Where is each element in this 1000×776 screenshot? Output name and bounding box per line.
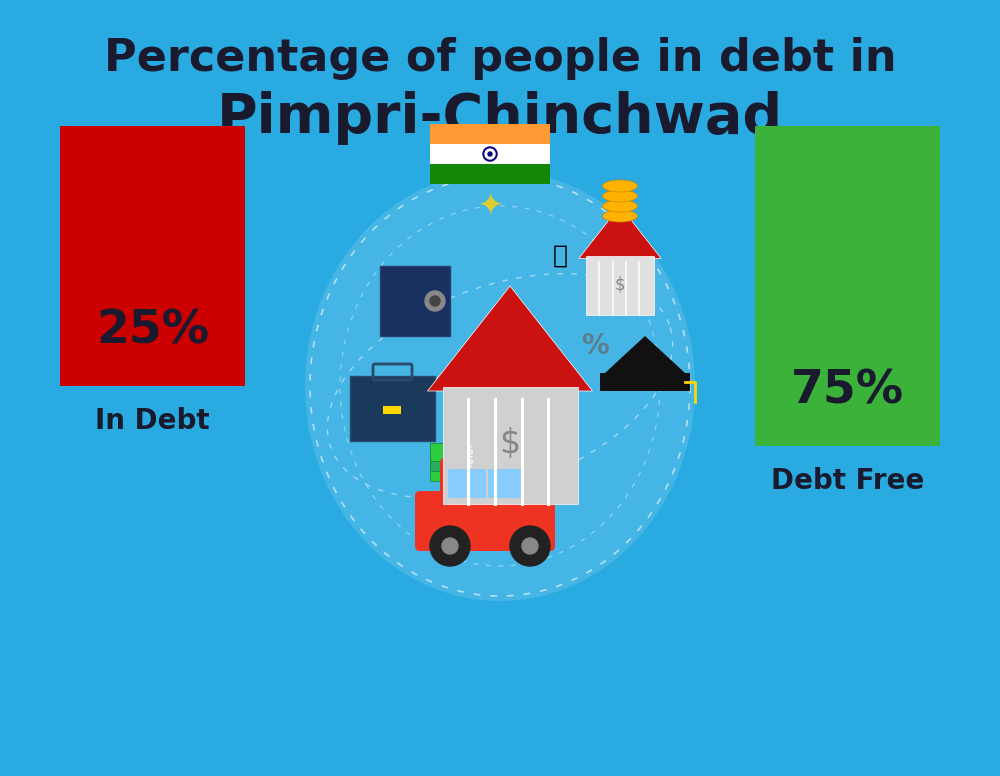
FancyBboxPatch shape bbox=[60, 126, 245, 386]
Circle shape bbox=[510, 526, 550, 566]
Text: $: $ bbox=[526, 469, 544, 493]
Text: $: $ bbox=[466, 445, 474, 458]
Text: ✦: ✦ bbox=[477, 192, 503, 220]
FancyBboxPatch shape bbox=[488, 469, 524, 498]
Ellipse shape bbox=[305, 171, 695, 601]
Text: Pimpri-Chinchwad: Pimpri-Chinchwad bbox=[217, 91, 783, 145]
FancyBboxPatch shape bbox=[600, 373, 690, 391]
FancyBboxPatch shape bbox=[415, 491, 555, 551]
Circle shape bbox=[483, 147, 497, 161]
Text: In Debt: In Debt bbox=[95, 407, 210, 435]
FancyBboxPatch shape bbox=[350, 376, 435, 441]
Text: $: $ bbox=[499, 427, 521, 460]
Text: 🔑: 🔑 bbox=[552, 244, 568, 268]
FancyBboxPatch shape bbox=[430, 144, 550, 164]
FancyBboxPatch shape bbox=[586, 256, 654, 315]
FancyBboxPatch shape bbox=[430, 164, 550, 184]
Text: $: $ bbox=[615, 275, 625, 294]
Text: $: $ bbox=[466, 465, 474, 477]
Ellipse shape bbox=[602, 190, 638, 202]
FancyBboxPatch shape bbox=[440, 458, 530, 503]
Text: $: $ bbox=[466, 455, 474, 467]
FancyBboxPatch shape bbox=[430, 463, 510, 481]
Circle shape bbox=[425, 291, 445, 311]
Circle shape bbox=[485, 149, 495, 159]
Text: %: % bbox=[581, 332, 609, 360]
Circle shape bbox=[430, 296, 440, 306]
Text: 75%: 75% bbox=[791, 369, 904, 414]
Ellipse shape bbox=[602, 180, 638, 192]
FancyBboxPatch shape bbox=[430, 124, 550, 144]
Text: Debt Free: Debt Free bbox=[771, 467, 924, 495]
FancyBboxPatch shape bbox=[430, 453, 510, 471]
FancyBboxPatch shape bbox=[448, 469, 486, 498]
FancyBboxPatch shape bbox=[755, 126, 940, 446]
Text: Percentage of people in debt in: Percentage of people in debt in bbox=[104, 36, 896, 79]
Ellipse shape bbox=[602, 200, 638, 212]
FancyBboxPatch shape bbox=[442, 386, 578, 504]
Circle shape bbox=[442, 538, 458, 554]
Polygon shape bbox=[605, 336, 685, 373]
Circle shape bbox=[522, 538, 538, 554]
Polygon shape bbox=[579, 206, 661, 258]
Text: 25%: 25% bbox=[96, 309, 209, 354]
FancyBboxPatch shape bbox=[380, 266, 450, 336]
FancyBboxPatch shape bbox=[383, 406, 401, 414]
Ellipse shape bbox=[602, 210, 638, 222]
FancyBboxPatch shape bbox=[430, 443, 510, 461]
Circle shape bbox=[488, 152, 492, 156]
Polygon shape bbox=[428, 286, 592, 391]
Circle shape bbox=[430, 526, 470, 566]
